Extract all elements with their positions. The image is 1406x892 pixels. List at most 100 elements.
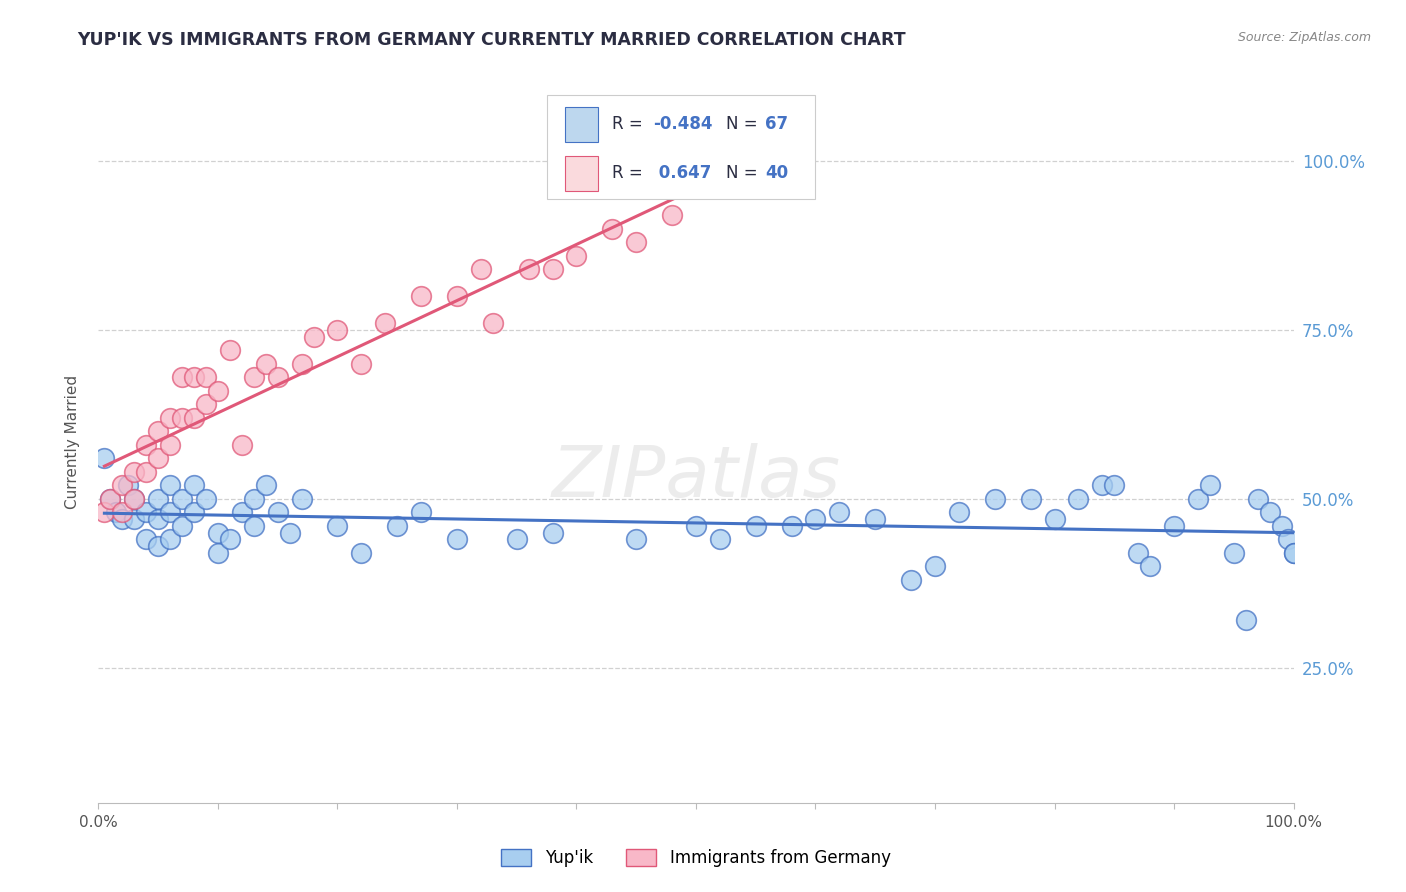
Point bbox=[602, 222, 624, 236]
Point bbox=[267, 505, 290, 519]
Point bbox=[135, 465, 157, 479]
Point bbox=[302, 330, 325, 344]
Point bbox=[135, 438, 157, 452]
Point bbox=[1199, 478, 1222, 492]
Point bbox=[98, 491, 122, 506]
Text: YUP'IK VS IMMIGRANTS FROM GERMANY CURRENTLY MARRIED CORRELATION CHART: YUP'IK VS IMMIGRANTS FROM GERMANY CURREN… bbox=[77, 31, 905, 49]
Point bbox=[900, 573, 922, 587]
Point bbox=[1234, 614, 1257, 628]
Point bbox=[111, 478, 134, 492]
Text: ZIPatlas: ZIPatlas bbox=[551, 443, 841, 512]
Point bbox=[124, 491, 146, 506]
Point bbox=[565, 249, 588, 263]
Point bbox=[172, 370, 194, 384]
Point bbox=[865, 512, 887, 526]
Point bbox=[1223, 546, 1246, 560]
Point bbox=[135, 533, 157, 547]
Point bbox=[172, 411, 194, 425]
Point bbox=[1104, 478, 1126, 492]
Legend: Yup'ik, Immigrants from Germany: Yup'ik, Immigrants from Germany bbox=[495, 842, 897, 874]
Point bbox=[243, 370, 266, 384]
Point bbox=[1091, 478, 1114, 492]
Point bbox=[124, 465, 146, 479]
Point bbox=[626, 533, 648, 547]
Point bbox=[517, 262, 540, 277]
Point bbox=[411, 289, 433, 303]
Point bbox=[219, 343, 242, 358]
Point bbox=[481, 317, 505, 331]
Point bbox=[148, 491, 170, 506]
FancyBboxPatch shape bbox=[565, 107, 598, 142]
Point bbox=[709, 533, 731, 547]
Point bbox=[470, 262, 492, 277]
Point bbox=[1271, 519, 1294, 533]
Point bbox=[172, 519, 194, 533]
Point bbox=[243, 491, 266, 506]
Point bbox=[326, 323, 349, 337]
Point bbox=[267, 370, 290, 384]
Point bbox=[291, 357, 314, 371]
Point bbox=[745, 519, 768, 533]
Point bbox=[1128, 546, 1150, 560]
Text: Source: ZipAtlas.com: Source: ZipAtlas.com bbox=[1237, 31, 1371, 45]
Point bbox=[243, 519, 266, 533]
Point bbox=[105, 505, 128, 519]
Point bbox=[111, 512, 134, 526]
Point bbox=[326, 519, 349, 533]
Point bbox=[541, 262, 564, 277]
Point bbox=[93, 451, 115, 466]
Point bbox=[183, 505, 205, 519]
Text: 67: 67 bbox=[765, 115, 789, 133]
Point bbox=[117, 478, 139, 492]
Point bbox=[1139, 559, 1161, 574]
Point bbox=[124, 512, 146, 526]
Point bbox=[135, 505, 157, 519]
Point bbox=[148, 451, 170, 466]
Point bbox=[984, 491, 1007, 506]
Point bbox=[207, 546, 229, 560]
Point bbox=[111, 505, 134, 519]
Point bbox=[780, 519, 803, 533]
Point bbox=[374, 317, 396, 331]
Point bbox=[1277, 533, 1299, 547]
Point bbox=[207, 525, 229, 540]
Point bbox=[195, 491, 218, 506]
Point bbox=[1258, 505, 1281, 519]
Point bbox=[172, 491, 194, 506]
Point bbox=[1163, 519, 1185, 533]
Point bbox=[98, 491, 122, 506]
Point bbox=[183, 411, 205, 425]
Point bbox=[291, 491, 314, 506]
Point bbox=[350, 546, 373, 560]
Point bbox=[350, 357, 373, 371]
Point bbox=[159, 505, 181, 519]
Point bbox=[541, 525, 564, 540]
Point bbox=[124, 491, 146, 506]
Point bbox=[148, 425, 170, 439]
Text: N =: N = bbox=[725, 164, 762, 182]
Point bbox=[195, 370, 218, 384]
Point bbox=[159, 438, 181, 452]
Text: 40: 40 bbox=[765, 164, 789, 182]
Text: N =: N = bbox=[725, 115, 762, 133]
Point bbox=[1043, 512, 1066, 526]
Y-axis label: Currently Married: Currently Married bbox=[65, 375, 80, 508]
Point bbox=[207, 384, 229, 398]
Text: 0.647: 0.647 bbox=[652, 164, 711, 182]
Text: R =: R = bbox=[613, 164, 648, 182]
Point bbox=[93, 505, 115, 519]
Point bbox=[446, 289, 468, 303]
Point bbox=[446, 533, 468, 547]
Point bbox=[948, 505, 970, 519]
Point bbox=[1282, 546, 1305, 560]
FancyBboxPatch shape bbox=[547, 95, 815, 200]
Point bbox=[804, 512, 827, 526]
Point bbox=[254, 357, 277, 371]
Point bbox=[1187, 491, 1209, 506]
Point bbox=[1247, 491, 1270, 506]
Point bbox=[1067, 491, 1090, 506]
Point bbox=[159, 533, 181, 547]
Point bbox=[231, 505, 253, 519]
Point bbox=[219, 533, 242, 547]
Point bbox=[159, 411, 181, 425]
